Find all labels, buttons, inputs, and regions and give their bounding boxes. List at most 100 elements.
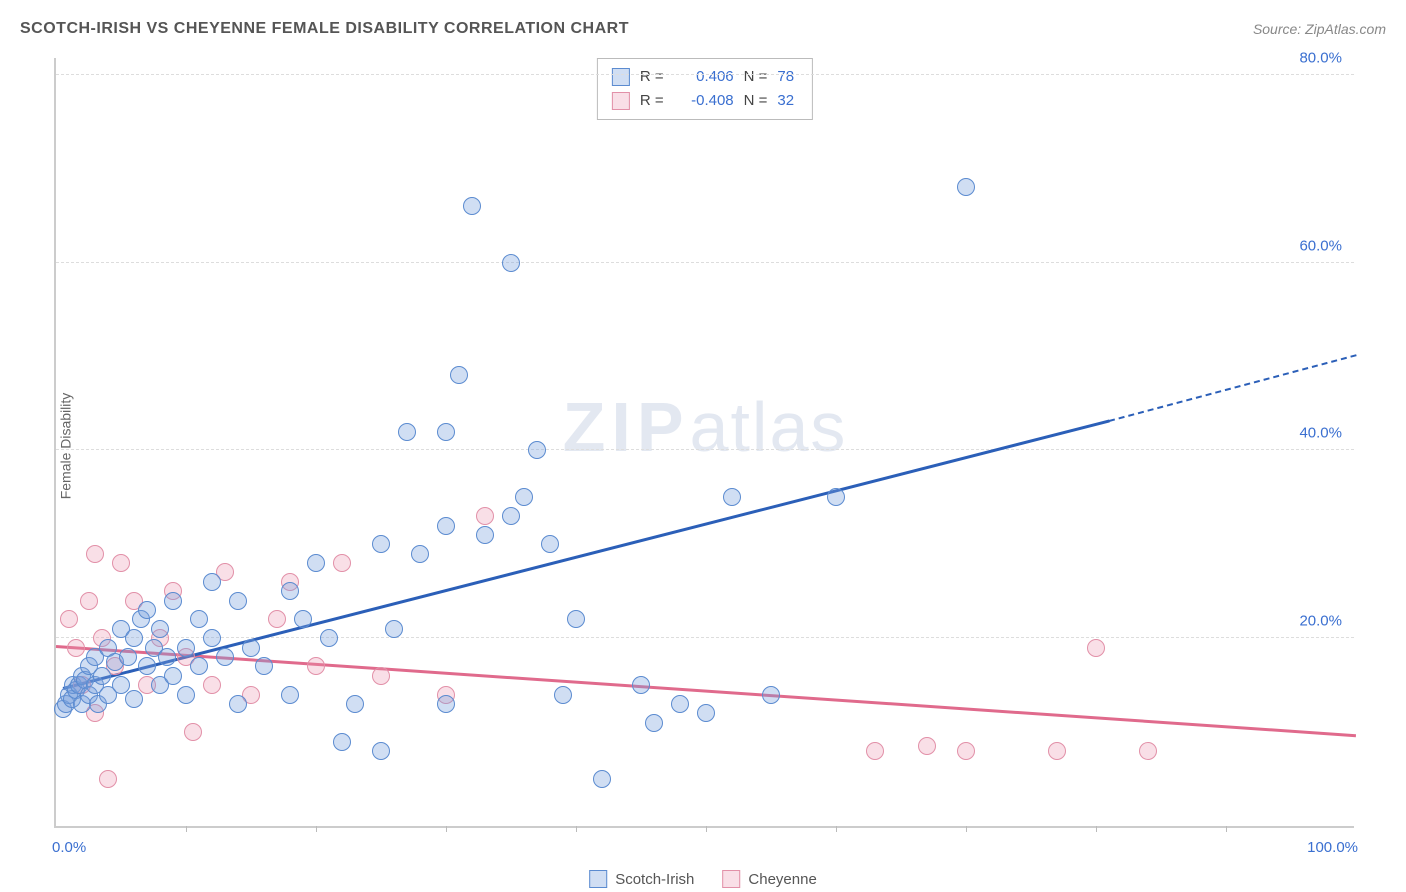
data-point (463, 197, 481, 215)
stats-legend-row: R = -0.408 N = 32 (612, 89, 794, 113)
data-point (184, 723, 202, 741)
data-point (294, 610, 312, 628)
data-point (372, 742, 390, 760)
watermark: ZIPatlas (563, 387, 848, 467)
data-point (645, 714, 663, 732)
data-point (86, 545, 104, 563)
r-value: -0.408 (674, 89, 734, 113)
data-point (190, 657, 208, 675)
data-point (385, 620, 403, 638)
x-tick-mark (836, 826, 837, 832)
x-tick-mark (1096, 826, 1097, 832)
data-point (398, 423, 416, 441)
chart-title: SCOTCH-IRISH VS CHEYENNE FEMALE DISABILI… (20, 20, 629, 38)
data-point (151, 620, 169, 638)
x-tick-mark (706, 826, 707, 832)
data-point (268, 610, 286, 628)
n-label: N = (744, 89, 768, 113)
data-point (229, 695, 247, 713)
data-point (567, 610, 585, 628)
data-point (450, 366, 468, 384)
data-point (190, 610, 208, 628)
data-point (177, 686, 195, 704)
plot-area: ZIPatlas R =0.406N =78R =-0.408N =32 20.… (54, 58, 1354, 828)
data-point (125, 629, 143, 647)
data-point (554, 686, 572, 704)
data-point (593, 770, 611, 788)
x-tick-mark (1226, 826, 1227, 832)
legend-swatch (612, 68, 630, 86)
r-label: R = (640, 89, 664, 113)
data-point (515, 488, 533, 506)
data-point (827, 488, 845, 506)
data-point (957, 178, 975, 196)
stats-legend: R =0.406N =78R =-0.408N =32 (597, 58, 813, 120)
data-point (346, 695, 364, 713)
data-point (697, 704, 715, 722)
legend-swatch (589, 870, 607, 888)
r-value: 0.406 (674, 65, 734, 89)
data-point (437, 423, 455, 441)
data-point (957, 742, 975, 760)
y-tick-label: 20.0% (1299, 613, 1342, 630)
data-point (164, 592, 182, 610)
legend-swatch (612, 92, 630, 110)
data-point (866, 742, 884, 760)
data-point (476, 526, 494, 544)
data-point (138, 601, 156, 619)
legend-label: Scotch-Irish (615, 871, 694, 888)
x-tick-mark (316, 826, 317, 832)
x-tick-label: 100.0% (1307, 839, 1358, 856)
data-point (67, 639, 85, 657)
data-point (281, 686, 299, 704)
trend-line-dashed (1109, 355, 1357, 423)
data-point (255, 657, 273, 675)
data-point (541, 535, 559, 553)
y-tick-label: 80.0% (1299, 49, 1342, 66)
legend-swatch (722, 870, 740, 888)
grid-line (56, 74, 1354, 75)
x-tick-mark (576, 826, 577, 832)
data-point (372, 667, 390, 685)
data-point (437, 695, 455, 713)
data-point (372, 535, 390, 553)
data-point (229, 592, 247, 610)
x-tick-mark (446, 826, 447, 832)
data-point (99, 770, 117, 788)
data-point (528, 441, 546, 459)
data-point (476, 507, 494, 525)
legend-item: Cheyenne (722, 870, 816, 888)
data-point (93, 667, 111, 685)
data-point (125, 690, 143, 708)
data-point (60, 610, 78, 628)
series-legend: Scotch-Irish Cheyenne (589, 870, 817, 888)
data-point (411, 545, 429, 563)
data-point (1048, 742, 1066, 760)
data-point (1139, 742, 1157, 760)
data-point (918, 737, 936, 755)
data-point (119, 648, 137, 666)
data-point (307, 554, 325, 572)
data-point (203, 573, 221, 591)
x-tick-mark (186, 826, 187, 832)
y-tick-label: 40.0% (1299, 425, 1342, 442)
data-point (216, 648, 234, 666)
data-point (437, 517, 455, 535)
data-point (671, 695, 689, 713)
data-point (632, 676, 650, 694)
data-point (242, 639, 260, 657)
data-point (333, 733, 351, 751)
data-point (281, 582, 299, 600)
y-tick-label: 60.0% (1299, 237, 1342, 254)
data-point (723, 488, 741, 506)
r-label: R = (640, 65, 664, 89)
data-point (138, 657, 156, 675)
x-tick-mark (966, 826, 967, 832)
n-value: 32 (777, 89, 794, 113)
data-point (502, 507, 520, 525)
data-point (158, 648, 176, 666)
data-point (320, 629, 338, 647)
legend-label: Cheyenne (748, 871, 816, 888)
data-point (177, 639, 195, 657)
grid-line (56, 449, 1354, 450)
